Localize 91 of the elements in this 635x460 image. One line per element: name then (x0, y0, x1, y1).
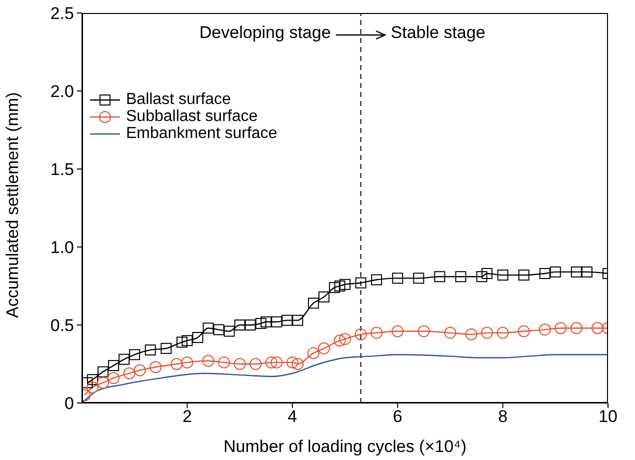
x-tick-label: 8 (498, 407, 508, 426)
legend-label: Ballast surface (126, 91, 231, 108)
point (570, 266, 582, 278)
point (476, 271, 488, 282)
point (170, 358, 183, 370)
point (265, 356, 278, 368)
point (160, 342, 172, 354)
point (192, 332, 204, 343)
x-tick-label: 2 (182, 407, 192, 426)
y-axis-title: Accumulated settlement (mm) (3, 92, 22, 318)
point (98, 366, 109, 378)
point (118, 354, 130, 365)
point (334, 334, 346, 347)
point (465, 328, 478, 340)
point (355, 277, 366, 288)
point (234, 320, 246, 330)
point (371, 274, 382, 286)
point (340, 278, 350, 290)
point (339, 333, 351, 346)
point (482, 268, 493, 280)
point (581, 266, 592, 278)
point (292, 314, 304, 326)
point (318, 291, 330, 302)
point (444, 326, 456, 339)
point (260, 316, 272, 328)
point (182, 335, 193, 346)
point (413, 272, 424, 284)
point (87, 374, 98, 386)
y-tick-label: 0.5 (50, 316, 74, 336)
point (518, 270, 530, 281)
point (292, 358, 304, 370)
point (392, 272, 404, 284)
annotation: Stable stage (390, 23, 486, 43)
y-tick-label: 1.5 (50, 160, 74, 180)
point (455, 271, 466, 282)
point (570, 322, 582, 334)
point (181, 356, 194, 368)
point (176, 336, 188, 348)
point (224, 326, 235, 337)
point (218, 356, 230, 368)
point (134, 364, 146, 376)
point (518, 325, 530, 338)
point (481, 326, 494, 339)
point (271, 316, 282, 328)
y-tick-label: 0 (64, 394, 74, 414)
x-axis-title: Number of loading cycles (×10⁴) (223, 437, 467, 456)
legend-label: Embankment surface (126, 125, 278, 142)
point (318, 342, 330, 354)
point (144, 344, 156, 356)
legend-label: Subballast surface (126, 108, 258, 125)
y-tick-label: 2.5 (50, 4, 74, 24)
point (244, 320, 256, 330)
point (202, 354, 214, 367)
point (538, 324, 551, 336)
point (370, 326, 383, 339)
point (392, 325, 404, 338)
point (108, 360, 120, 372)
point (554, 322, 567, 334)
point (86, 381, 99, 394)
y-tick-label: 2.0 (50, 82, 74, 102)
point (234, 358, 246, 370)
point (108, 372, 120, 384)
point (250, 358, 262, 370)
point (123, 367, 136, 380)
point (328, 282, 340, 294)
point (550, 266, 561, 278)
y-tick-label: 1.0 (50, 238, 74, 258)
point (129, 349, 140, 360)
point (202, 322, 214, 334)
point (286, 356, 298, 368)
point (497, 270, 508, 281)
point (150, 361, 162, 374)
x-tick-label: 6 (392, 407, 402, 426)
point (434, 271, 446, 282)
point (282, 314, 293, 326)
point (539, 268, 550, 280)
point (97, 376, 110, 389)
point (591, 322, 604, 334)
point (354, 328, 367, 340)
point (334, 280, 346, 292)
x-tick-label: 10 (598, 407, 618, 426)
point (418, 325, 430, 338)
point (270, 356, 283, 368)
x-tick-label: 4 (288, 407, 298, 426)
point (496, 326, 509, 339)
point (213, 324, 224, 336)
point (307, 347, 320, 360)
annotation: Developing stage (199, 23, 331, 43)
point (82, 377, 93, 388)
point (255, 318, 266, 329)
point (308, 298, 319, 309)
